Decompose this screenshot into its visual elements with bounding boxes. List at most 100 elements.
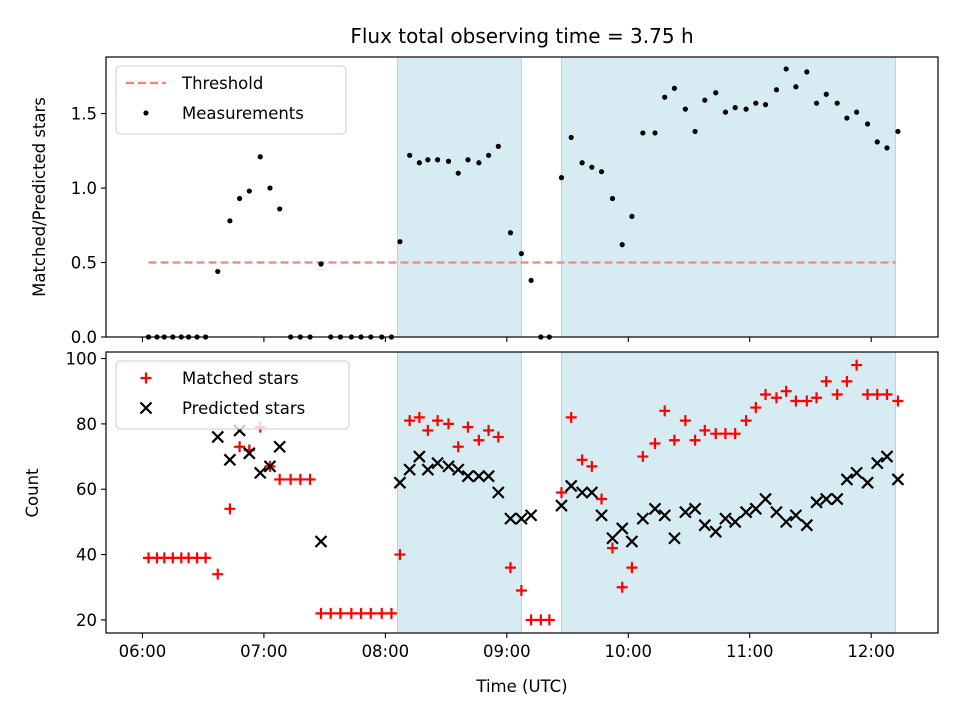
data-point [773, 87, 780, 93]
data-point [253, 466, 267, 480]
data-point [442, 460, 455, 473]
data-point [595, 509, 608, 522]
data-point [881, 388, 893, 400]
y-tick-label: 0.5 [71, 254, 97, 273]
data-point [870, 456, 884, 470]
data-point [314, 535, 328, 548]
data-point [874, 139, 880, 145]
data-point [558, 175, 565, 181]
data-point [476, 160, 482, 166]
data-point [285, 473, 297, 485]
data-point [864, 121, 871, 127]
data-point [564, 479, 578, 493]
legend-swatch [143, 110, 149, 116]
data-point [465, 157, 471, 163]
x-tick-label: 07:00 [240, 642, 288, 661]
data-point [472, 469, 486, 483]
data-point [579, 160, 585, 166]
data-point [404, 415, 416, 427]
data-point [543, 614, 555, 626]
data-point [376, 607, 388, 619]
data-point [485, 152, 492, 158]
data-point [365, 607, 377, 619]
data-point [619, 242, 625, 248]
data-point [325, 607, 337, 619]
data-point [568, 134, 574, 141]
data-point [740, 415, 752, 427]
series-measurements [145, 66, 901, 340]
data-point [416, 160, 422, 166]
data-point [224, 503, 236, 515]
data-point [811, 392, 823, 404]
legend-label: Threshold [181, 74, 263, 93]
data-point [753, 100, 759, 106]
series-matched-stars [143, 359, 904, 626]
data-point [850, 466, 863, 480]
series-predicted-stars [211, 424, 905, 548]
data-point [394, 549, 406, 561]
data-point [749, 502, 763, 516]
data-point [515, 585, 527, 597]
data-point [790, 395, 802, 407]
data-point [492, 431, 504, 443]
data-point [789, 509, 803, 522]
data-point [451, 463, 465, 476]
data-point [462, 421, 474, 433]
x-tick-label: 10:00 [604, 642, 652, 661]
data-point [334, 607, 346, 619]
data-point [304, 473, 316, 485]
legend-label: Matched stars [182, 369, 299, 388]
data-point [779, 515, 793, 529]
data-point [393, 476, 407, 489]
data-point [652, 130, 658, 136]
x-tick-label: 11:00 [726, 642, 774, 661]
axes-frame [105, 56, 939, 338]
data-point [413, 411, 425, 423]
data-point [277, 206, 283, 212]
data-point [407, 152, 413, 158]
data-point [861, 476, 874, 489]
data-point [504, 562, 516, 574]
data-point [495, 143, 501, 149]
data-point [452, 441, 464, 453]
data-point [243, 447, 256, 460]
observing-window [397, 351, 522, 634]
data-point [668, 434, 680, 446]
data-point [421, 463, 435, 476]
y-axis-label-count: Count [23, 468, 42, 518]
data-point [709, 525, 723, 538]
data-point [565, 411, 577, 423]
data-point [445, 158, 452, 164]
data-point [760, 388, 772, 400]
data-point [606, 531, 619, 545]
legend-box [115, 65, 347, 135]
y-tick-label: 1.0 [71, 179, 97, 198]
data-point [598, 169, 605, 175]
data-point [780, 385, 792, 397]
panel-ratio: 0.0 0.5 1.0 1.5 Threshold Measurements [71, 56, 939, 347]
data-point [689, 434, 701, 446]
data-point [492, 486, 505, 499]
data-point [257, 154, 263, 160]
data-point [820, 375, 832, 387]
legend-box [115, 360, 350, 430]
data-point [616, 581, 628, 593]
data-point [801, 395, 813, 407]
panel-count: 20 40 60 80 100 06:00 07:00 08:00 09:00 10:00 11:0… [66, 350, 939, 661]
data-point [713, 90, 719, 96]
data-point [729, 428, 741, 440]
axes-frame [105, 351, 939, 634]
data-point [793, 84, 799, 90]
data-point [895, 128, 901, 135]
data-point [473, 434, 485, 446]
data-point [518, 250, 524, 257]
data-point [318, 261, 324, 267]
data-point [698, 518, 712, 532]
x-axis-label: Time (UTC) [475, 677, 567, 696]
data-point [223, 453, 237, 467]
data-point [659, 405, 671, 417]
data-point [728, 515, 742, 529]
data-point [425, 157, 431, 163]
